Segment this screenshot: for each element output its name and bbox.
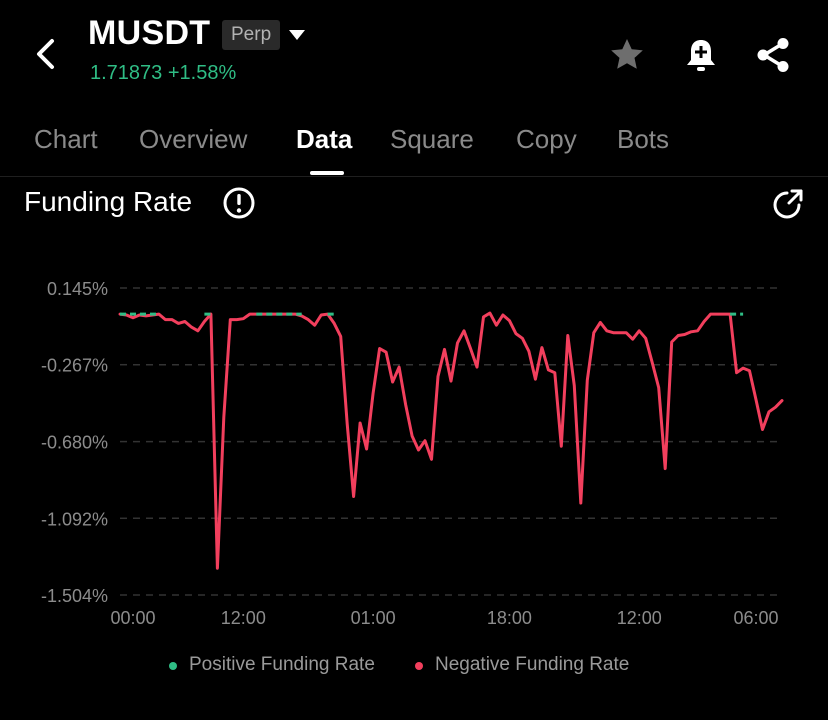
x-tick-label: 12:00 (221, 608, 266, 628)
legend-positive-label[interactable]: Positive Funding Rate (189, 654, 375, 675)
legend-positive-dot (169, 662, 177, 670)
last-price: 1.71873 (90, 62, 163, 84)
symbol-title[interactable]: MUSDT (88, 14, 211, 52)
price-line: 1.71873 +1.58% (90, 62, 236, 85)
x-tick-label: 18:00 (487, 608, 532, 628)
star-icon[interactable] (608, 36, 646, 74)
info-icon[interactable] (222, 186, 256, 220)
share-icon[interactable] (754, 36, 792, 74)
x-tick-label: 01:00 (351, 608, 396, 628)
header-bar: MUSDT Perp 1.71873 +1.58% (0, 0, 828, 108)
caret-down-icon[interactable] (288, 28, 306, 42)
open-external-icon[interactable] (772, 186, 806, 220)
bell-plus-icon[interactable] (682, 36, 720, 74)
y-tick-label: -0.680% (41, 433, 108, 453)
y-tick-label: -1.504% (41, 586, 108, 606)
tab-copy[interactable]: Copy (516, 124, 577, 154)
tab-chart[interactable]: Chart (34, 124, 98, 154)
section-title: Funding Rate (24, 186, 193, 217)
tab-bots[interactable]: Bots (617, 124, 670, 154)
back-arrow-icon[interactable] (28, 36, 64, 72)
active-tab-indicator (310, 171, 344, 175)
y-tick-label: -1.092% (41, 509, 108, 529)
perp-badge: Perp (222, 20, 281, 50)
tab-square[interactable]: Square (390, 124, 474, 154)
y-tick-label: 0.145% (47, 279, 108, 299)
tab-data[interactable]: Data (296, 124, 353, 154)
legend-negative-label[interactable]: Negative Funding Rate (435, 654, 630, 675)
x-tick-label: 00:00 (110, 608, 155, 628)
funding-rate-chart: 0.145% -0.267% -0.680% -1.092% -1.504%00:00 1… (41, 279, 784, 628)
x-tick-label: 12:00 (617, 608, 662, 628)
y-tick-label: -0.267% (41, 356, 108, 376)
x-tick-label: 06:00 (734, 608, 779, 628)
tab-bar: Chart Overview Data Square Copy Bots (0, 116, 828, 176)
chart-legend: Positive Funding Rate Negative Funding R… (0, 650, 828, 684)
legend-negative-dot (415, 662, 423, 670)
negative-series-line (118, 311, 784, 570)
tab-overview[interactable]: Overview (139, 124, 248, 154)
divider (0, 176, 828, 177)
price-change: +1.58% (167, 62, 237, 84)
